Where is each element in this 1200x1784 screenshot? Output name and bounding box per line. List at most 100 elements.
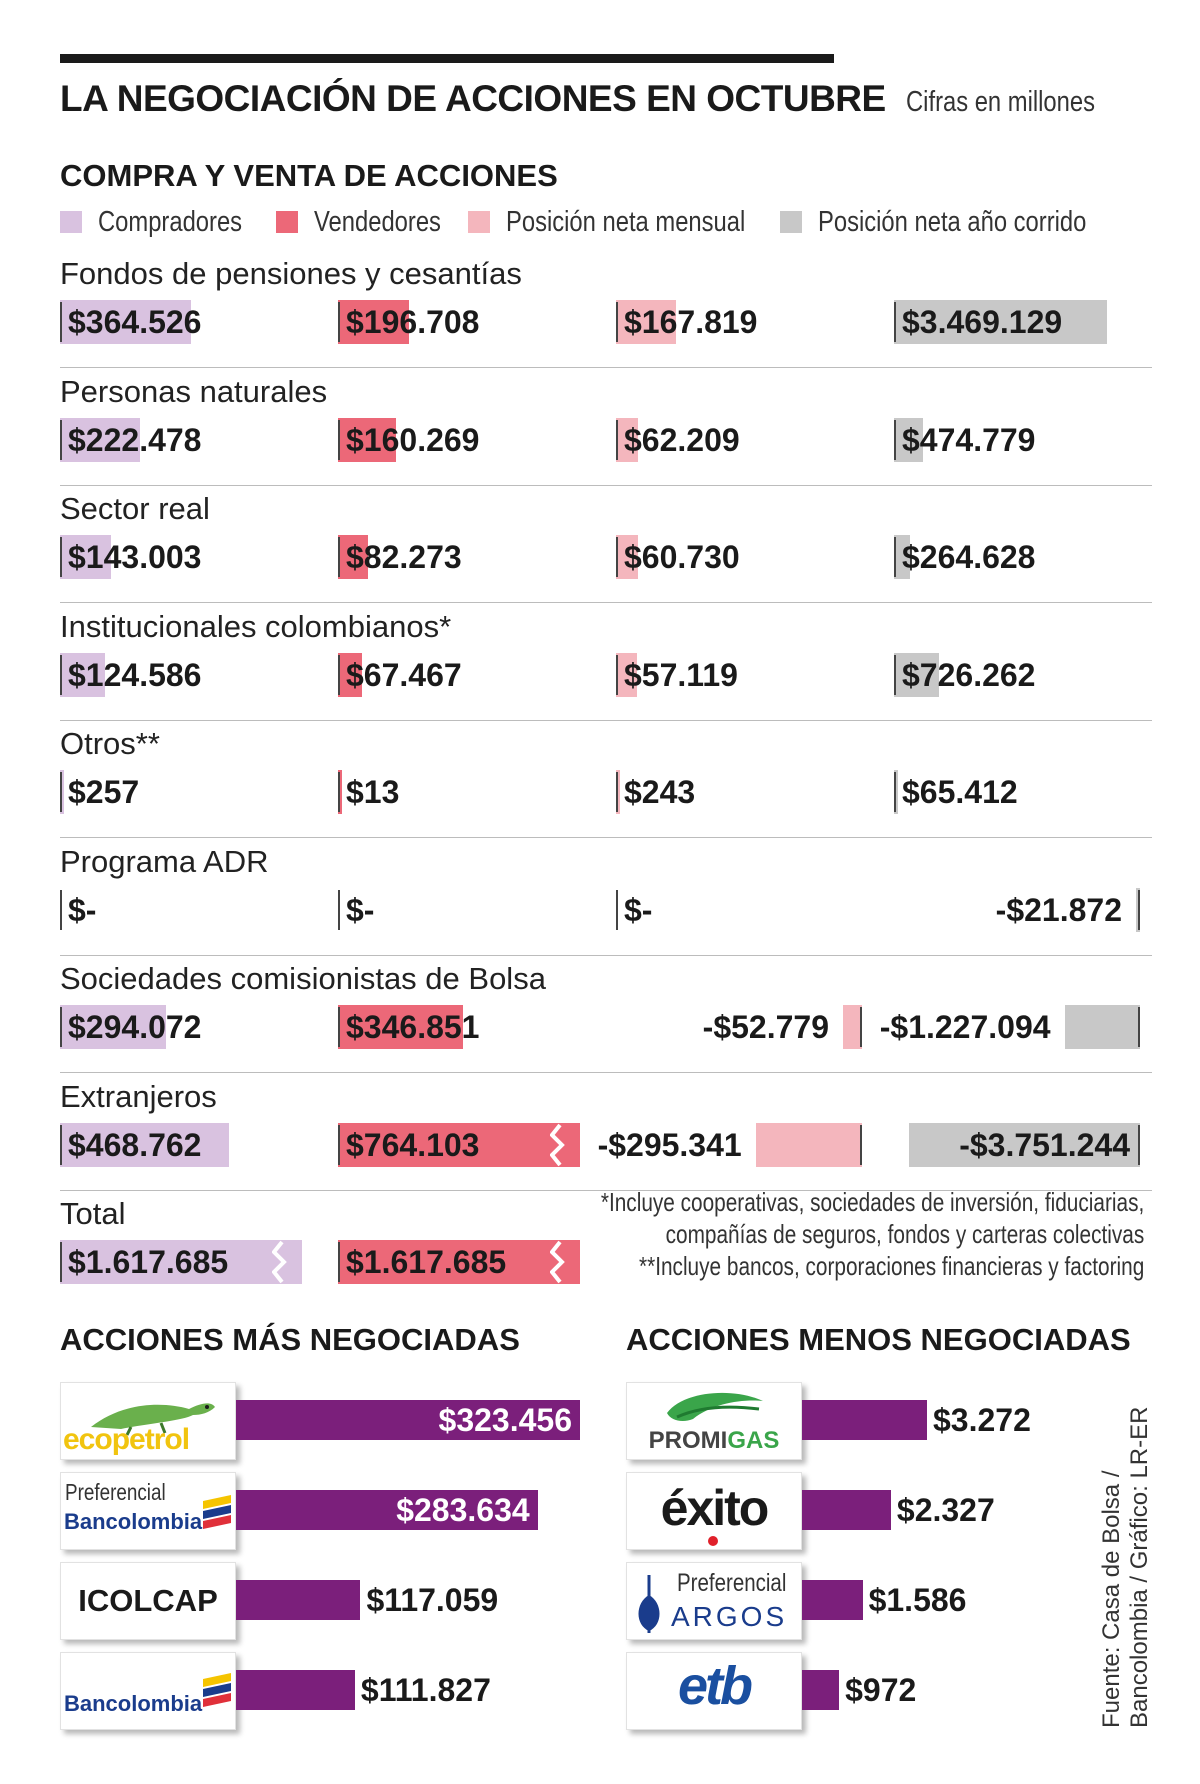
legend-item-compradores: Compradores bbox=[60, 202, 274, 242]
value-bar bbox=[338, 1240, 580, 1284]
value-cell: $143.003 bbox=[60, 535, 306, 579]
icolcap-wordmark: ICOLCAP bbox=[78, 1583, 218, 1618]
value-label: $- bbox=[346, 891, 375, 928]
table-row: Total $1.617.685 $1.617.685 bbox=[60, 1192, 1152, 1308]
stock-bar bbox=[236, 1400, 580, 1440]
value-label: $60.730 bbox=[624, 539, 740, 575]
baseline-axis bbox=[60, 772, 62, 812]
value-cell: $62.209 bbox=[616, 417, 862, 462]
value-cell: $167.819 bbox=[616, 300, 862, 344]
ecopetrol-logo: ecopetrol bbox=[60, 1382, 236, 1460]
row-label: Programa ADR bbox=[60, 843, 269, 879]
row-label: Sector real bbox=[60, 491, 210, 526]
baseline-axis bbox=[894, 537, 896, 577]
row-divider bbox=[60, 484, 1152, 486]
row-label: Otros** bbox=[60, 726, 160, 761]
source-credit: Fuente: Casa de Bolsa / Bancolombia / Gr… bbox=[1098, 1407, 1154, 1728]
break-mark bbox=[550, 1240, 565, 1284]
stock-value-label: $1.586 bbox=[868, 1582, 967, 1618]
baseline-axis bbox=[894, 772, 896, 812]
value-label: $1.617.685 bbox=[346, 1244, 507, 1280]
value-cell: $82.273 bbox=[338, 535, 584, 579]
footnote-2: compañías de seguros, fondos y carteras … bbox=[665, 1219, 1144, 1249]
etb-logo: etb bbox=[626, 1652, 802, 1730]
promigas-wordmark-b: GAS bbox=[727, 1427, 780, 1454]
value-bar bbox=[894, 300, 1108, 344]
stock-bar bbox=[802, 1490, 891, 1530]
value-label: $726.262 bbox=[902, 656, 1036, 693]
iguana-icon bbox=[91, 1403, 215, 1436]
value-label: -$295.341 bbox=[597, 1126, 742, 1163]
value-bar bbox=[338, 300, 409, 344]
value-label: -$3.751.244 bbox=[959, 1126, 1130, 1163]
value-label: $294.072 bbox=[68, 1009, 202, 1045]
argos-wordmark: ARGOS bbox=[671, 1601, 788, 1632]
value-label: $82.273 bbox=[346, 539, 462, 575]
value-label: -$1.227.094 bbox=[879, 1009, 1051, 1045]
baseline-axis bbox=[60, 419, 62, 460]
footnote-1: *Incluye cooperativas, sociedades de inv… bbox=[600, 1187, 1144, 1217]
baseline-axis bbox=[1138, 889, 1140, 930]
value-cell: $294.072 bbox=[60, 1005, 306, 1049]
value-bar bbox=[338, 652, 363, 697]
legend-swatch bbox=[276, 211, 298, 233]
value-label: $3.469.129 bbox=[902, 304, 1063, 340]
value-label: $65.412 bbox=[902, 774, 1018, 810]
value-bar bbox=[338, 1122, 580, 1167]
row-divider bbox=[60, 954, 1152, 956]
least-traded-title: ACCIONES MENOS NEGOCIADAS bbox=[626, 1322, 1131, 1357]
value-label: $346.851 bbox=[346, 1009, 480, 1045]
value-cell: $13 bbox=[338, 770, 584, 814]
baseline-axis bbox=[616, 654, 618, 695]
stock-bar bbox=[802, 1400, 927, 1440]
stock-value-label: $117.059 bbox=[366, 1582, 499, 1618]
promigas-wordmark-a: PROMI bbox=[648, 1427, 728, 1454]
legend-swatch bbox=[468, 211, 490, 233]
value-label: $57.119 bbox=[624, 656, 738, 693]
value-label: $124.586 bbox=[68, 656, 202, 693]
value-cell: $- bbox=[60, 888, 306, 932]
baseline-axis bbox=[894, 302, 896, 342]
baseline-axis bbox=[60, 654, 62, 695]
value-label: $167.819 bbox=[624, 304, 758, 340]
section-subtitle: COMPRA Y VENTA DE ACCIONES bbox=[60, 158, 558, 193]
value-cell: $764.103 bbox=[338, 1122, 584, 1167]
value-bar bbox=[338, 417, 396, 462]
value-label: $13 bbox=[346, 774, 400, 810]
value-bar bbox=[1064, 1005, 1140, 1049]
value-label: $160.269 bbox=[346, 421, 480, 458]
stock-value-label: $111.827 bbox=[360, 1672, 491, 1708]
value-cell: $65.412 bbox=[894, 770, 1140, 814]
value-bar bbox=[338, 770, 342, 814]
baseline-axis bbox=[616, 537, 618, 577]
value-cell: $257 bbox=[60, 770, 306, 814]
value-cell: -$3.751.244 bbox=[894, 1122, 1140, 1167]
value-cell: -$1.227.094 bbox=[880, 1005, 1140, 1049]
value-bar bbox=[616, 535, 638, 579]
value-cell: $- bbox=[616, 888, 862, 932]
value-cell: $57.119 bbox=[616, 652, 862, 697]
value-cell: $243 bbox=[616, 770, 862, 814]
value-bar bbox=[60, 652, 105, 697]
baseline-axis bbox=[338, 419, 340, 460]
value-bar bbox=[338, 1005, 463, 1049]
value-cell: $160.269 bbox=[338, 417, 584, 462]
legend: Compradores Vendedores Posición neta men… bbox=[60, 202, 1160, 242]
value-label: $468.762 bbox=[68, 1126, 202, 1163]
stock-bar bbox=[802, 1580, 863, 1620]
table-row: Extranjeros $468.762 $764.103 -$295.341 -$3.… bbox=[60, 1075, 1152, 1191]
value-label: $- bbox=[68, 891, 97, 928]
value-bar bbox=[60, 1005, 166, 1049]
value-label: $196.708 bbox=[346, 304, 480, 340]
stock-bar bbox=[236, 1580, 361, 1620]
value-bar bbox=[894, 535, 911, 579]
baseline-axis bbox=[338, 654, 340, 695]
value-bar bbox=[60, 535, 112, 579]
baseline-axis bbox=[338, 889, 340, 930]
baseline-axis bbox=[60, 1242, 62, 1282]
argos-mark-icon bbox=[638, 1575, 660, 1633]
baseline-axis bbox=[860, 1007, 862, 1047]
stock-bar bbox=[802, 1670, 840, 1710]
value-label: $474.779 bbox=[902, 421, 1036, 458]
ecopetrol-wordmark-a: ecopetrol bbox=[63, 1423, 190, 1456]
